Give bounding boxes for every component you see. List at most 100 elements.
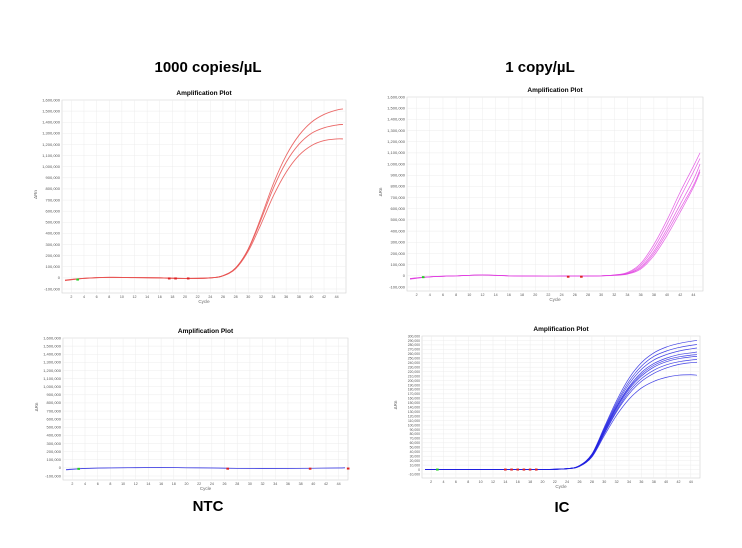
x-tick-label: 36	[639, 480, 643, 484]
y-tick-label: 1,300,000	[43, 360, 62, 365]
curve-marker	[504, 468, 507, 471]
x-tick-label: 26	[221, 295, 225, 299]
x-tick-label: 22	[546, 293, 550, 297]
x-tick-label: 44	[335, 295, 339, 299]
y-tick-label: 130,000	[408, 410, 420, 414]
y-tick-label: 100,000	[46, 264, 61, 269]
y-tick-label: 190,000	[408, 383, 420, 387]
y-tick-label: 100,000	[391, 262, 406, 267]
x-tick-label: 6	[96, 295, 98, 299]
y-tick-label: 700,000	[47, 408, 62, 413]
plot-area	[406, 96, 704, 292]
y-tick-label: 1,600,000	[387, 94, 406, 99]
x-tick-label: 28	[590, 480, 594, 484]
y-tick-label: -10,000	[409, 472, 421, 476]
y-tick-label: 270,000	[408, 348, 420, 352]
y-axis-label: ΔRn	[34, 402, 39, 411]
y-tick-label: 1,400,000	[42, 120, 61, 125]
x-tick-label: 24	[210, 482, 214, 486]
x-tick-label: 34	[627, 480, 631, 484]
x-tick-label: 28	[234, 295, 238, 299]
x-tick-label: 20	[533, 293, 537, 297]
x-tick-label: 6	[442, 293, 444, 297]
y-axis-label: ΔRn	[33, 190, 38, 199]
y-tick-label: 600,000	[46, 208, 61, 213]
x-tick-label: 40	[311, 482, 315, 486]
x-tick-label: 2	[70, 295, 72, 299]
y-tick-label: 300,000	[391, 240, 406, 245]
x-tick-label: 24	[208, 295, 212, 299]
x-tick-label: 10	[467, 293, 471, 297]
y-tick-label: 200,000	[46, 253, 61, 258]
x-tick-label: 18	[528, 480, 532, 484]
x-tick-label: 34	[626, 293, 630, 297]
curve-marker	[516, 468, 520, 471]
y-tick-label: 40,000	[410, 450, 420, 454]
y-tick-label: 400,000	[46, 231, 61, 236]
y-tick-label: 0	[59, 465, 62, 470]
y-tick-label: 1,000,000	[387, 161, 406, 166]
x-tick-label: 26	[573, 293, 577, 297]
y-tick-label: 700,000	[46, 197, 61, 202]
y-tick-label: 1,100,000	[42, 153, 61, 158]
x-tick-label: 40	[309, 295, 313, 299]
plot-area	[61, 99, 347, 294]
curve-marker	[167, 277, 171, 280]
x-tick-label: 20	[184, 482, 188, 486]
curve-marker	[528, 468, 532, 471]
x-tick-label: 28	[235, 482, 239, 486]
amplification-curve	[64, 138, 344, 281]
x-tick-label: 4	[83, 295, 85, 299]
y-tick-label: 100,000	[47, 457, 62, 462]
y-tick-label: 300,000	[46, 242, 61, 247]
x-tick-label: 12	[134, 482, 138, 486]
x-tick-label: 30	[248, 482, 252, 486]
panel-caption-1-copy: 1 copy/µL	[505, 59, 575, 76]
x-tick-label: 42	[678, 293, 682, 297]
y-tick-label: 110,000	[408, 419, 420, 423]
y-tick-label: 1,300,000	[387, 128, 406, 133]
x-tick-label: 8	[109, 482, 111, 486]
x-tick-label: 4	[84, 482, 86, 486]
y-tick-label: 290,000	[408, 339, 420, 343]
y-tick-label: 500,000	[47, 425, 62, 430]
curve-marker	[77, 467, 80, 470]
plot-area	[62, 337, 349, 481]
y-axis-label: ΔRn	[378, 187, 383, 196]
amplification-curve	[425, 374, 698, 470]
y-tick-label: 1,100,000	[387, 150, 406, 155]
y-tick-label: -100,000	[44, 286, 61, 291]
y-tick-label: 240,000	[408, 361, 420, 365]
y-tick-label: 600,000	[47, 416, 62, 421]
x-tick-label: 8	[455, 293, 457, 297]
y-tick-label: -100,000	[389, 284, 406, 289]
curve-marker	[174, 277, 177, 280]
x-tick-label: 30	[602, 480, 606, 484]
plot-title: Amplification Plot	[176, 90, 232, 97]
x-tick-label: 4	[429, 293, 431, 297]
y-tick-label: 400,000	[391, 228, 406, 233]
x-tick-label: 4	[443, 480, 445, 484]
y-tick-label: 80,000	[410, 432, 420, 436]
x-tick-label: 18	[520, 293, 524, 297]
x-tick-label: 12	[133, 295, 137, 299]
x-tick-label: 24	[560, 293, 564, 297]
y-tick-label: 140,000	[408, 406, 420, 410]
y-tick-label: 200,000	[391, 251, 406, 256]
amplification-curve	[65, 467, 346, 470]
plot-title: Amplification Plot	[533, 326, 589, 333]
x-tick-label: 36	[639, 293, 643, 297]
x-tick-label: 32	[261, 482, 265, 486]
curve-marker	[76, 278, 79, 281]
y-tick-label: 0	[418, 468, 420, 472]
x-tick-label: 16	[159, 482, 163, 486]
y-tick-label: 800,000	[391, 184, 406, 189]
x-tick-label: 12	[491, 480, 495, 484]
y-tick-label: 400,000	[47, 433, 62, 438]
y-tick-label: 900,000	[391, 173, 406, 178]
amplification-plot-0: Amplification Plot -100,000 0 100,000 200,00…	[33, 90, 347, 304]
x-tick-label: 32	[612, 293, 616, 297]
x-axis-label: Cycle	[200, 486, 212, 491]
x-tick-label: 18	[172, 482, 176, 486]
